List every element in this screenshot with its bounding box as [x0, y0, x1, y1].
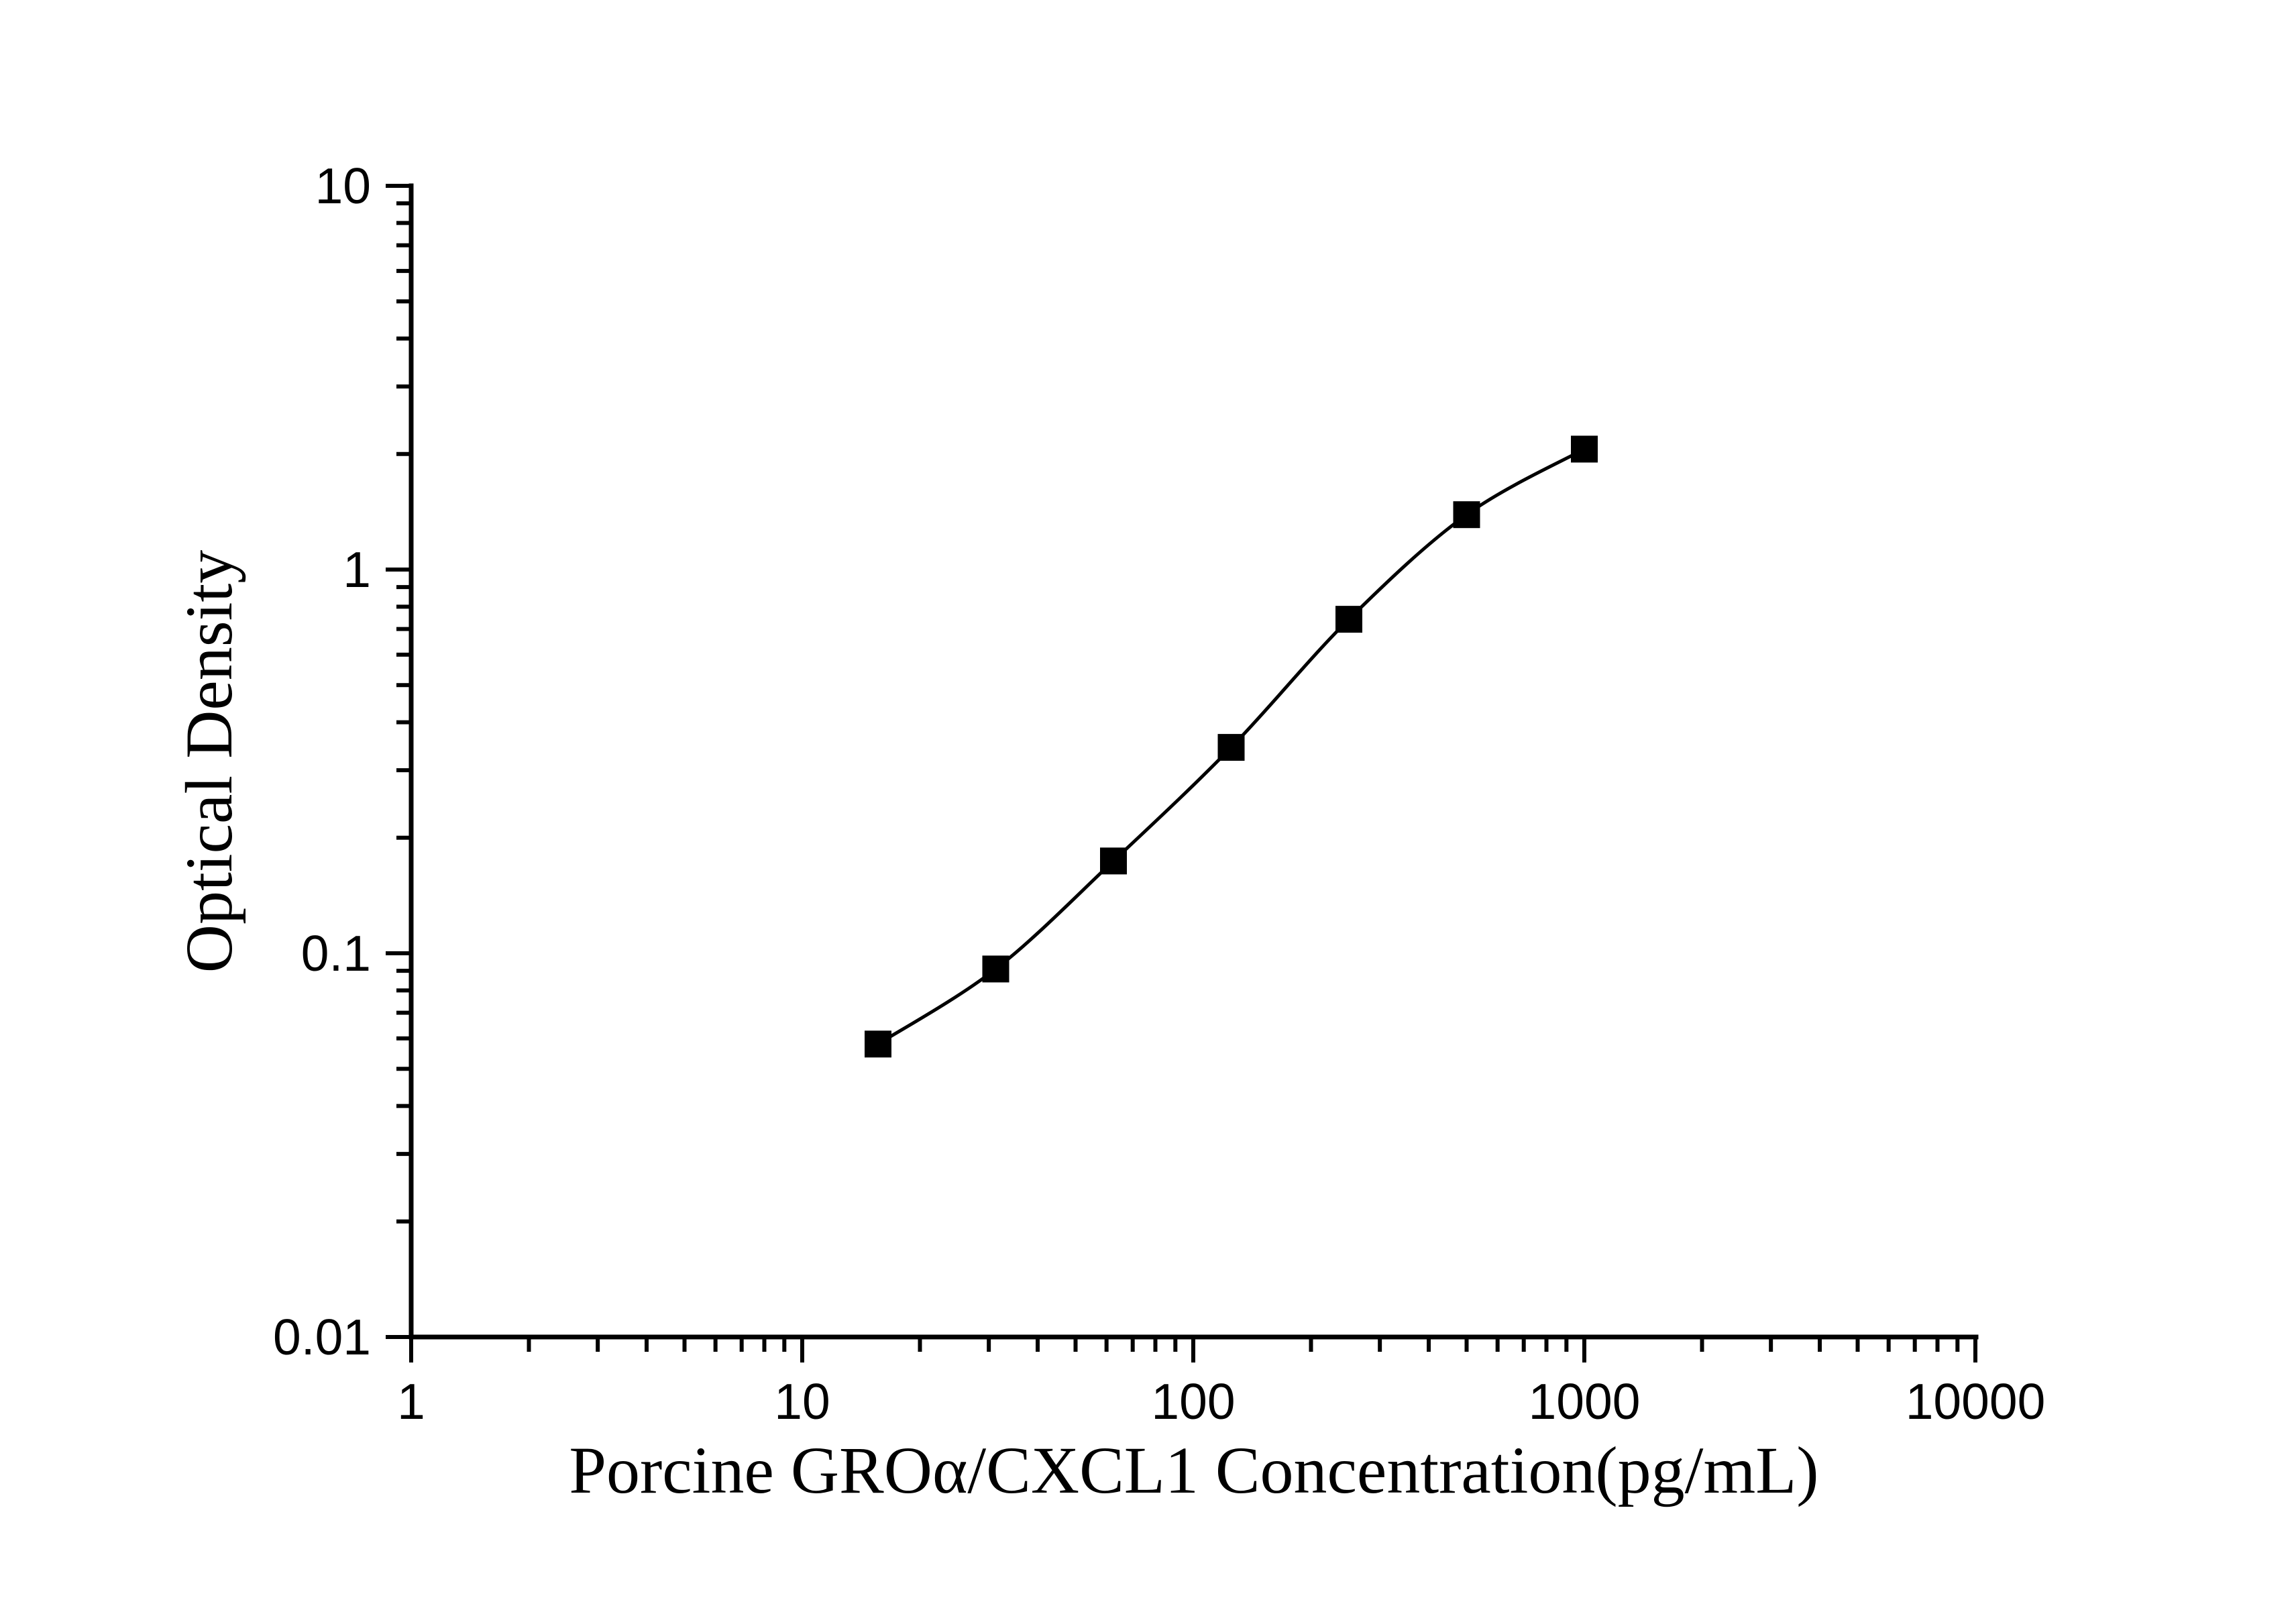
y-axis-tick-labels: 10 1 0.1 0.01: [273, 158, 371, 1365]
data-point-marker: [982, 955, 1009, 983]
x-axis-tick-labels: 1 10 100 1000 10000: [397, 1373, 2045, 1430]
y-tick-label: 0.01: [273, 1309, 371, 1365]
y-axis-title: Optical Density: [172, 550, 246, 973]
x-tick-label: 1000: [1529, 1373, 1641, 1430]
y-tick-label: 10: [315, 158, 371, 214]
x-tick-label: 10000: [1906, 1373, 2046, 1430]
data-point-markers: [864, 435, 1598, 1058]
x-tick-label: 10: [774, 1373, 830, 1430]
y-axis-ticks: [386, 184, 411, 1339]
data-point-marker: [1335, 606, 1362, 633]
data-point-marker: [1217, 734, 1245, 761]
y-tick-label: 1: [343, 541, 371, 598]
y-tick-label: 0.1: [301, 925, 371, 981]
data-point-marker: [864, 1030, 891, 1058]
data-point-marker: [1099, 847, 1127, 875]
x-axis-title: Porcine GROα/CXCL1 Concentration(pg/mL): [569, 1433, 1818, 1507]
x-tick-label: 100: [1151, 1373, 1235, 1430]
x-axis-ticks: [409, 1337, 1977, 1362]
data-point-marker: [1453, 501, 1480, 529]
x-tick-label: 1: [397, 1373, 425, 1430]
data-point-marker: [1571, 435, 1598, 463]
